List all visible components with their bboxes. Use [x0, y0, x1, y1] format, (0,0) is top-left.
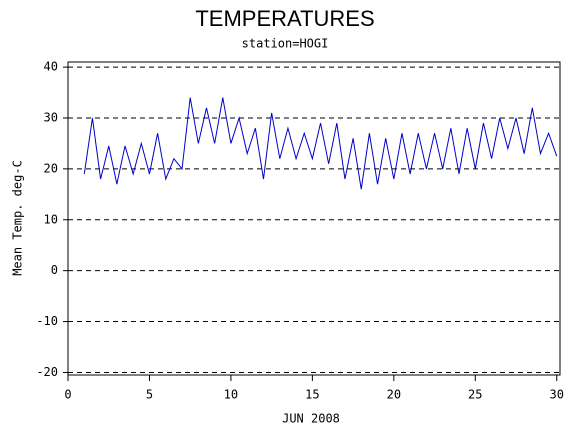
- y-tick-label: 40: [44, 60, 58, 74]
- y-tick-label: 30: [44, 110, 58, 124]
- chart-title: TEMPERATURES: [195, 6, 374, 31]
- y-tick-label: -20: [36, 365, 58, 379]
- plot-frame: [67, 61, 561, 376]
- y-tick-label: 10: [44, 212, 58, 226]
- x-tick-label: 0: [64, 388, 71, 402]
- x-tick-label: 15: [305, 388, 319, 402]
- y-tick-label: 20: [44, 161, 58, 175]
- y-tick-label: 0: [51, 263, 58, 277]
- x-axis-label: JUN 2008: [282, 412, 340, 426]
- chart-subtitle: station=HOGI: [242, 37, 329, 51]
- y-tick-label: -10: [36, 314, 58, 328]
- x-tick-label: 5: [146, 388, 153, 402]
- x-tick-label: 20: [387, 388, 401, 402]
- data-line: [83, 97, 558, 190]
- x-tick-label: 25: [468, 388, 482, 402]
- y-axis-label: Mean Temp. deg-C: [11, 160, 25, 276]
- x-tick-label: 10: [224, 388, 238, 402]
- x-tick-label: 30: [550, 388, 564, 402]
